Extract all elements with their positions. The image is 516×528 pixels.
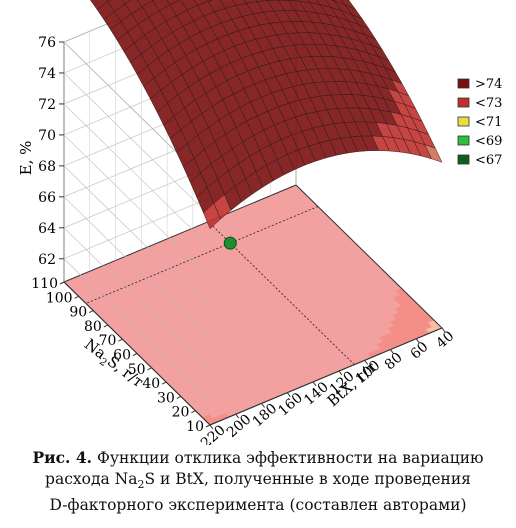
z-grid-side-0 [63, 258, 211, 402]
x-tick-mark-3 [364, 360, 369, 365]
x-tick-mark-7 [261, 403, 265, 408]
y-tick-label-9: 100 [46, 290, 73, 306]
legend-label-3: <69 [475, 134, 502, 149]
z-grid-side-2 [63, 196, 211, 341]
y-tick-label-0: 10 [186, 419, 204, 435]
z-tick-label-4: 70 [38, 128, 56, 144]
x-tick-label-0: 40 [433, 328, 457, 352]
z-grid-side-3 [63, 165, 211, 310]
caption-text-2b: S и BtX, полученные в ходе проведения [144, 470, 471, 488]
y-tick-mark-5 [132, 353, 138, 356]
y-tick-mark-2 [176, 395, 182, 399]
z-grid-side-5 [63, 103, 211, 248]
x-tick-label-1: 60 [408, 339, 432, 363]
z-axis-label: E, % [17, 141, 35, 176]
legend-swatch-2 [457, 116, 470, 127]
caption-sub: 2 [137, 478, 145, 492]
x-tick-mark-9 [209, 424, 214, 430]
x-tick-mark-8 [235, 413, 240, 419]
legend-swatch-1 [457, 97, 470, 108]
z-grid-back-7 [63, 0, 166, 43]
legend-label-1: <73 [475, 96, 502, 111]
floor-contour [63, 184, 443, 426]
y-tick-mark-6 [118, 338, 123, 342]
x-tick-mark-5 [312, 381, 317, 387]
z-grid-side-1 [63, 227, 211, 372]
z-tick-label-2: 66 [38, 190, 56, 206]
x-tick-mark-1 [415, 338, 420, 344]
legend-label-4: <67 [475, 153, 502, 168]
x-tick-label-2: 80 [382, 350, 406, 374]
caption-line-2: расхода Na2S и BtX, полученные в ходе пр… [0, 469, 516, 495]
y-tick-mark-9 [74, 295, 79, 299]
y-tick-mark-10 [59, 281, 65, 285]
caption-fig-label: Рис. 4. [32, 448, 93, 467]
caption-text-1: Функции отклика эффективности на вариаци… [96, 449, 484, 467]
z-grid-side-4 [63, 134, 211, 279]
y-tick-mark-1 [191, 410, 196, 414]
z-tick-label-0: 62 [38, 252, 56, 268]
caption-line-1: Рис. 4. Функции отклика эффективности на… [0, 447, 516, 469]
y-axis-label-sub: 2 [97, 356, 109, 369]
y-tick-label-5: 60 [113, 348, 131, 364]
z-axis-ticks: 62 64 66 68 70 72 74 76 [38, 35, 64, 268]
legend-swatch-0 [457, 78, 470, 89]
y-tick-mark-4 [147, 367, 152, 371]
legend-swatch-3 [457, 135, 470, 146]
y-tick-mark-7 [103, 324, 109, 328]
x-tick-mark-0 [441, 327, 446, 333]
y-tick-label-3: 40 [142, 376, 160, 392]
y-tick-label-1: 20 [172, 405, 190, 421]
z-grid-side-6 [63, 72, 211, 217]
z-tick-label-1: 64 [38, 221, 56, 237]
surface-cell [424, 144, 443, 163]
y-tick-label-8: 90 [69, 305, 87, 321]
x-tick-mark-6 [286, 392, 291, 397]
y-tick-mark-8 [88, 310, 94, 314]
response-surface [90, 0, 443, 230]
caption-line-3: D-факторного эксперимента (составлен авт… [49, 496, 467, 515]
x-axis-line [209, 327, 443, 426]
optimum-point [223, 236, 237, 250]
z-tick-label-7: 76 [38, 35, 56, 51]
z-tick-label-3: 68 [38, 159, 56, 175]
y-tick-label-4: 50 [128, 362, 146, 378]
y-tick-label-2: 30 [157, 390, 175, 406]
x-tick-mark-4 [338, 370, 343, 376]
y-tick-label-6: 70 [99, 333, 117, 349]
legend: >74 <73 <71 <69 <67 [457, 77, 502, 168]
y-tick-label-10: 110 [31, 276, 58, 292]
z-tick-label-6: 74 [38, 66, 56, 82]
figure-caption: Рис. 4. Функции отклика эффективности на… [0, 447, 516, 516]
y-tick-mark-3 [161, 381, 167, 385]
y-tick-mark-0 [205, 424, 211, 428]
z-tick-label-5: 72 [38, 97, 56, 113]
x-tick-mark-2 [390, 349, 394, 354]
legend-label-0: >74 [475, 77, 502, 92]
caption-text-2a: расхода Na [45, 470, 138, 488]
legend-label-2: <71 [475, 115, 502, 130]
legend-swatch-4 [457, 154, 470, 165]
y-tick-label-7: 80 [84, 319, 102, 335]
